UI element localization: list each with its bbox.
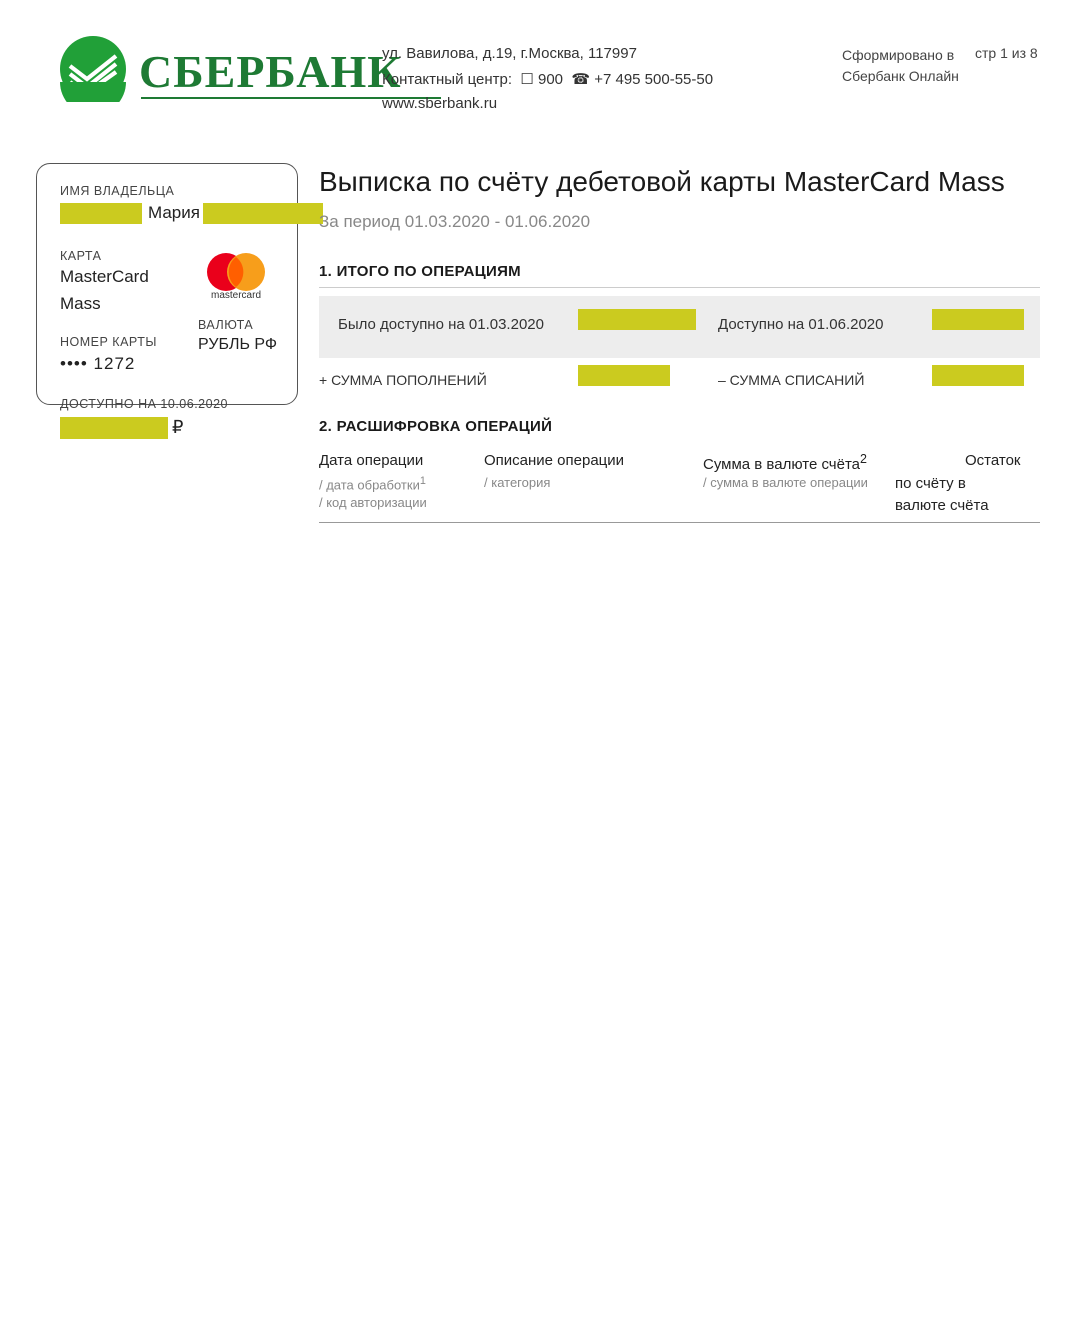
svg-text:mastercard: mastercard [211, 290, 261, 301]
